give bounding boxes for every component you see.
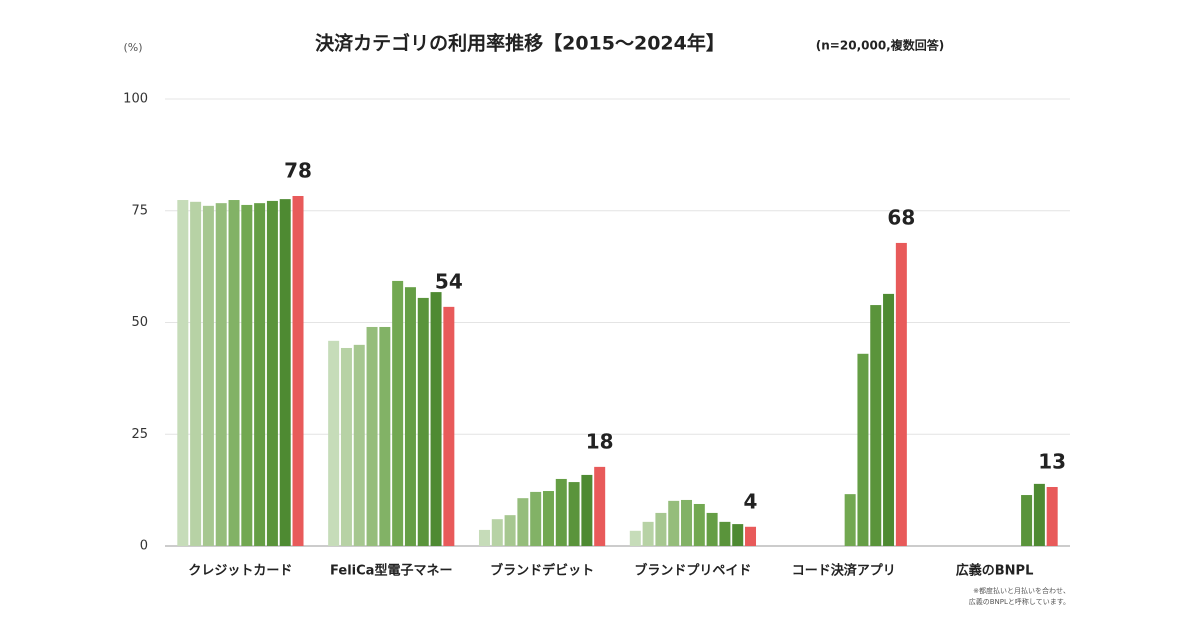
bar <box>478 529 490 546</box>
y-tick-label: 75 <box>131 203 148 218</box>
bar <box>517 498 529 546</box>
bar <box>642 521 654 546</box>
x-tick-label: ブランドデビット <box>490 563 594 579</box>
bar <box>417 297 429 546</box>
bar <box>693 503 705 546</box>
footnote: ※都度払いと月払いを合わせ、 <box>973 586 1070 595</box>
bar <box>681 499 693 546</box>
footnote: 広義のBNPLと呼称しています。 <box>969 597 1070 606</box>
y-tick-label: 0 <box>140 539 148 554</box>
bar <box>745 526 757 546</box>
bar <box>530 491 542 546</box>
chart-title: 決済カテゴリの利用率推移【2015～2024年】 <box>315 32 725 55</box>
bar <box>190 201 202 546</box>
bar <box>202 205 214 546</box>
x-tick-label: クレジットカード <box>188 564 292 579</box>
bar <box>542 491 554 546</box>
bar <box>844 494 856 546</box>
bar <box>177 200 189 546</box>
bar <box>292 195 304 546</box>
bar <box>379 326 391 546</box>
bar <box>895 242 907 546</box>
bar <box>366 326 378 546</box>
bar <box>629 530 641 546</box>
x-tick-label: コード決済アプリ <box>792 563 896 579</box>
data-label: 4 <box>744 489 758 513</box>
data-label: 68 <box>887 205 915 229</box>
chart-subtitle: (n=20,000,複数回答) <box>816 38 944 53</box>
bar <box>555 478 567 546</box>
bar <box>353 344 365 546</box>
x-tick-label: ブランドプリペイド <box>634 563 751 579</box>
bar <box>279 199 291 547</box>
bar <box>328 340 340 546</box>
bar <box>504 515 516 546</box>
data-label: 13 <box>1038 449 1066 473</box>
x-tick-label: 広義のBNPL <box>956 563 1034 579</box>
bar <box>266 200 278 546</box>
bar <box>870 305 882 546</box>
bar <box>1033 483 1045 546</box>
bar <box>1021 495 1033 546</box>
bar <box>491 519 503 546</box>
bar <box>1046 486 1058 546</box>
bar <box>581 474 593 546</box>
bar <box>655 512 667 546</box>
bar <box>443 306 455 546</box>
y-tick-label: 50 <box>131 315 148 330</box>
bar <box>719 521 731 546</box>
bar <box>857 353 869 546</box>
bar <box>594 466 606 546</box>
data-label: 54 <box>435 269 463 293</box>
bar <box>404 287 416 546</box>
bar <box>215 203 227 546</box>
bar <box>228 200 240 546</box>
bar <box>430 292 442 546</box>
bar <box>568 482 580 546</box>
data-label: 78 <box>284 158 312 182</box>
bar <box>392 280 404 546</box>
bar <box>241 204 253 546</box>
y-unit: (%) <box>123 41 142 54</box>
bar <box>732 524 744 546</box>
bar <box>254 203 266 546</box>
x-tick-label: FeliCa型電子マネー <box>330 563 452 579</box>
data-label: 18 <box>586 429 614 453</box>
bar <box>706 512 718 546</box>
bar <box>668 500 680 546</box>
bar <box>883 293 895 546</box>
bar <box>340 347 352 546</box>
y-tick-label: 25 <box>131 427 148 442</box>
y-tick-label: 100 <box>123 92 148 107</box>
